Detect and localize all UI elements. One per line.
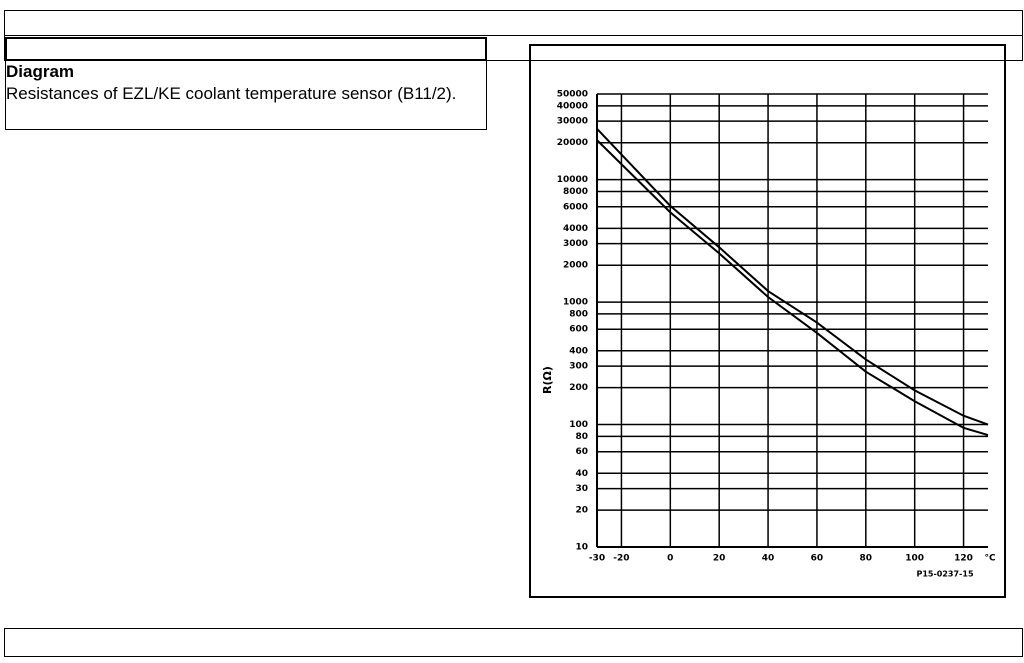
text-cell	[5, 60, 487, 130]
y-axis-label: R(Ω)	[541, 366, 554, 394]
y-tick-label: 30000	[557, 117, 588, 127]
x-tick-label: 40	[762, 554, 775, 564]
x-tick-label: -30	[589, 554, 605, 564]
y-tick-label: 10	[575, 543, 588, 553]
y-tick-label: 20000	[557, 138, 588, 148]
x-unit: °C	[984, 554, 996, 564]
row-bar	[4, 36, 1023, 61]
y-tick-label: 10000	[557, 175, 588, 185]
y-tick-label: 80	[575, 432, 588, 442]
curve	[596, 128, 989, 426]
x-tick-label: 120	[954, 554, 973, 564]
y-tick-label: 600	[569, 325, 588, 335]
y-tick-label: 20	[575, 506, 588, 516]
curve	[596, 139, 989, 437]
y-tick-label: 60	[575, 447, 588, 457]
figure-code: P15-0237-15	[916, 570, 973, 579]
y-tick-label: 30	[575, 484, 588, 494]
y-tick-label: 8000	[563, 187, 588, 197]
x-tick-label: 0	[667, 554, 673, 564]
y-tick-label: 6000	[563, 202, 588, 212]
y-tick-label: 300	[569, 362, 588, 372]
x-tick-label: 20	[713, 554, 726, 564]
y-tick-label: 3000	[563, 239, 588, 249]
x-tick-label: 100	[905, 554, 924, 564]
y-tick-label: 100	[569, 420, 588, 430]
y-tick-label: 50000	[557, 90, 588, 100]
bottom-bar	[4, 628, 1023, 657]
figure-frame	[529, 44, 1006, 598]
y-tick-label: 800	[569, 309, 588, 319]
y-tick-label: 40	[575, 469, 588, 479]
y-tick-label: 40000	[557, 101, 588, 111]
y-tick-label: 200	[569, 383, 588, 393]
y-tick-label: 2000	[563, 261, 588, 271]
top-bar	[4, 10, 1023, 36]
y-tick-label: 400	[569, 346, 588, 356]
heading: Diagram	[6, 62, 75, 81]
x-tick-label: 60	[811, 554, 824, 564]
y-tick-label: 1000	[563, 298, 588, 308]
description: Resistances of EZL/KE coolant temperatur…	[6, 84, 457, 103]
x-tick-label: -20	[613, 554, 629, 564]
x-tick-label: 80	[860, 554, 873, 564]
y-tick-label: 4000	[563, 224, 588, 234]
